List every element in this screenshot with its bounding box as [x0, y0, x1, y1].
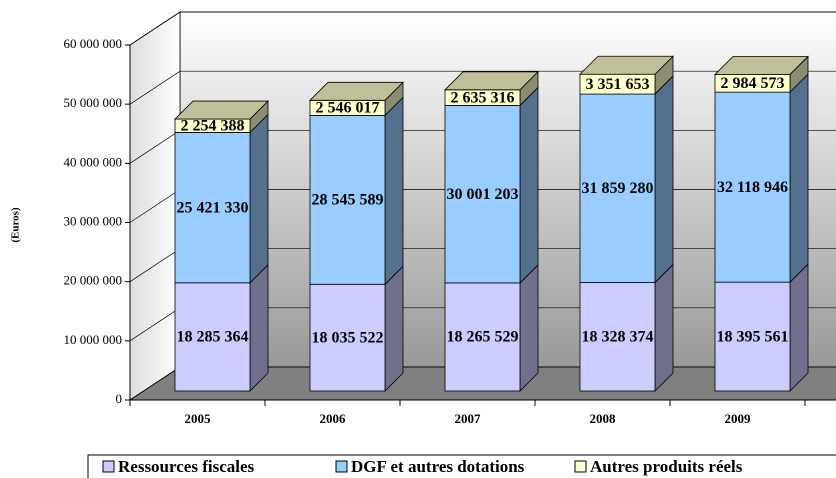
- value-label: 18 265 529: [447, 329, 519, 346]
- value-label: 32 118 946: [717, 179, 788, 196]
- value-label: 18 395 561: [717, 328, 789, 345]
- bar: [714, 281, 791, 392]
- y-tick-label: 50 000 000: [64, 95, 123, 110]
- bar-side: [384, 265, 404, 392]
- legend-swatch: [335, 460, 348, 473]
- y-tick-label: 30 000 000: [64, 213, 123, 228]
- bar: [309, 283, 386, 392]
- x-tick-label: 2006: [320, 411, 347, 426]
- bar-top: [714, 56, 809, 75]
- x-tick-label: 2009: [725, 411, 752, 426]
- y-tick-label: 60 000 000: [64, 36, 123, 51]
- bar-side: [654, 263, 674, 392]
- y-tick-label: 0: [116, 391, 123, 406]
- value-label: 28 545 589: [312, 192, 384, 209]
- value-label: 18 328 374: [582, 328, 654, 345]
- bar: [444, 282, 521, 392]
- x-tick-label: 2005: [185, 411, 212, 426]
- bar-side: [519, 86, 539, 284]
- value-label: 18 285 364: [177, 329, 249, 346]
- legend-swatch: [574, 460, 587, 473]
- value-label: 2 984 573: [721, 75, 785, 92]
- value-label: 30 001 203: [447, 186, 519, 203]
- legend-label: Autres produits réels: [590, 457, 743, 476]
- bar-side: [789, 73, 809, 284]
- y-tick-label: 10 000 000: [64, 332, 123, 347]
- bar-top: [309, 81, 404, 101]
- y-tick-label: 40 000 000: [64, 154, 123, 169]
- bar-top: [579, 55, 674, 75]
- legend: [87, 454, 836, 478]
- bar-side: [789, 263, 809, 392]
- x-tick-label: 2007: [455, 411, 482, 426]
- bar-side: [249, 263, 269, 392]
- value-label: 2 635 316: [451, 89, 515, 106]
- value-label: 18 035 522: [312, 329, 384, 346]
- bar: [579, 93, 656, 283]
- bar: [309, 114, 386, 285]
- value-label: 25 421 330: [177, 199, 249, 216]
- y-axis-label: (Euros): [10, 207, 22, 243]
- x-tick-label: 2008: [590, 411, 617, 426]
- bar: [174, 282, 251, 392]
- bar: [579, 282, 656, 392]
- bar-side: [519, 263, 539, 392]
- legend-label: Ressources fiscales: [118, 457, 255, 476]
- y-tick-label: 20 000 000: [64, 273, 123, 288]
- bar-side: [654, 75, 674, 284]
- bar-top: [174, 100, 269, 120]
- bar-side: [249, 113, 269, 284]
- legend-swatch: [102, 460, 115, 473]
- value-label: 31 859 280: [582, 180, 654, 197]
- bar-top: [444, 71, 539, 91]
- value-label: 3 351 653: [586, 76, 650, 93]
- bar-side: [384, 96, 404, 286]
- value-label: 2 546 017: [316, 100, 380, 117]
- legend-label: DGF et autres dotations: [351, 457, 525, 476]
- bar: [714, 91, 791, 283]
- grid-line: [129, 11, 836, 46]
- bar: [174, 132, 251, 284]
- value-label: 2 254 388: [181, 117, 245, 134]
